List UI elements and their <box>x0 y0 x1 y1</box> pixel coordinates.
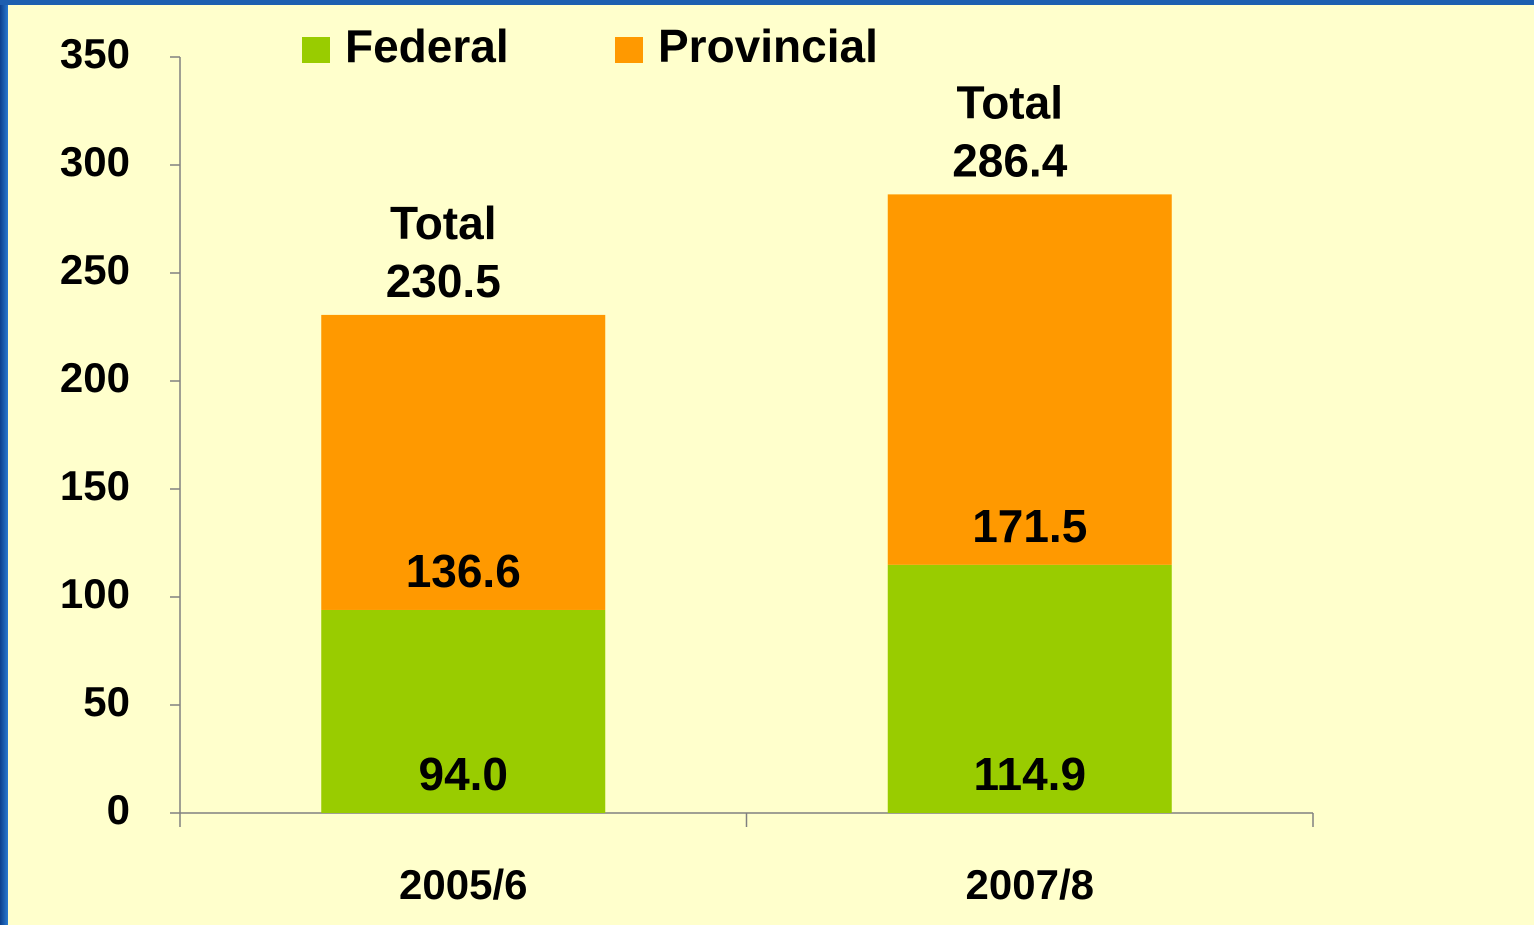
y-tick-label: 350 <box>60 30 130 77</box>
total-value: 286.4 <box>952 135 1068 187</box>
y-tick-label: 150 <box>60 462 130 509</box>
total-label: Total <box>957 77 1063 129</box>
y-tick-label: 300 <box>60 138 130 185</box>
y-tick-label: 200 <box>60 354 130 401</box>
value-label: 171.5 <box>972 500 1087 552</box>
bar-segment <box>887 564 1172 813</box>
legend-swatch <box>615 37 643 63</box>
bar-segment <box>321 609 606 813</box>
x-tick-label: 2007/8 <box>966 861 1094 908</box>
bar-segment <box>321 314 606 610</box>
y-tick-label: 100 <box>60 570 130 617</box>
value-label: 114.9 <box>973 748 1086 800</box>
legend-label: Provincial <box>658 20 878 72</box>
value-label: 94.0 <box>418 748 508 800</box>
legend-label: Federal <box>345 20 509 72</box>
frame-top <box>0 0 1534 5</box>
y-tick-label: 250 <box>60 246 130 293</box>
x-tick-label: 2005/6 <box>399 861 527 908</box>
total-value: 230.5 <box>386 255 501 307</box>
y-tick-label: 0 <box>107 786 130 833</box>
legend-swatch <box>302 37 330 63</box>
y-tick-label: 50 <box>83 678 130 725</box>
bar-segment <box>887 194 1172 565</box>
total-label: Total <box>390 197 496 249</box>
value-label: 136.6 <box>406 545 521 597</box>
frame-left <box>0 0 8 925</box>
